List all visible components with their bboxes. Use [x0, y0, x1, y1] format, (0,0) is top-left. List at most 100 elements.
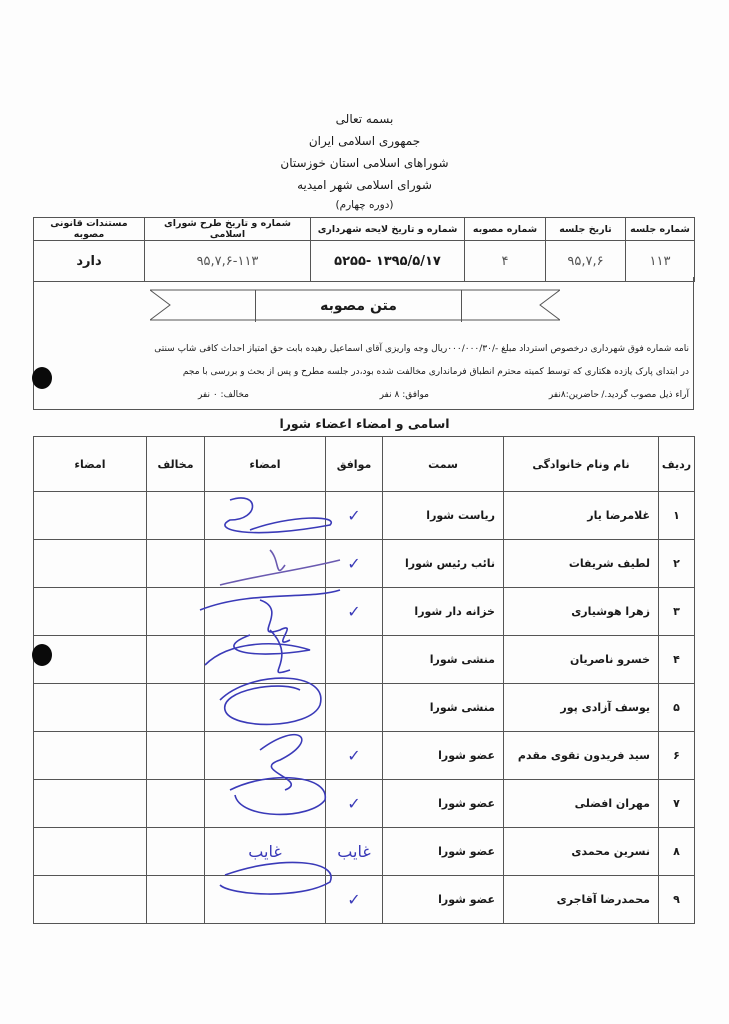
row-number: ۳: [658, 587, 695, 636]
agree-mark: ✓: [325, 875, 383, 924]
agree-mark: ✓: [325, 539, 383, 588]
member-name: یوسف آزادی پور: [503, 683, 659, 732]
member-role: عضو شورا: [382, 779, 504, 828]
th-session-date: تاریخ جلسه: [545, 217, 626, 241]
signature-cell: [204, 491, 326, 540]
signature2-cell: [33, 779, 147, 828]
agree-mark: [325, 683, 383, 732]
member-role: عضو شورا: [382, 875, 504, 924]
agree-mark: ✓: [325, 587, 383, 636]
table-row: ۹ محمدرضا آقاجری عضو شورا ✓: [33, 875, 695, 924]
signature-cell: [204, 875, 326, 924]
th-role: سمت: [382, 436, 504, 492]
present-count: حاضرین:۸نفر: [548, 390, 599, 400]
header-line: (دوره چهارم): [335, 199, 394, 211]
member-role: ریاست شورا: [382, 491, 504, 540]
resolution-no: ۴: [464, 240, 546, 282]
member-role: نائب رئیس شورا: [382, 539, 504, 588]
header-line: شورای اسلامی شهر امیدیه: [297, 178, 432, 192]
against-mark: [146, 731, 205, 780]
members-title: اسامی و امضاء اعضاء شورا: [279, 416, 450, 431]
member-role: عضو شورا: [382, 827, 504, 876]
members-table: ردیف نام ونام خانوادگی سمت موافق امضاء م…: [33, 436, 695, 924]
row-number: ۲: [658, 539, 695, 588]
agree-mark: ✓: [325, 731, 383, 780]
resolution-line: نامه شماره فوق شهرداری درخصوص استرداد مب…: [154, 344, 689, 354]
resolution-text: نامه شماره فوق شهرداری درخصوص استرداد مب…: [38, 338, 689, 407]
session-date: ۹۵,۷,۶: [545, 240, 626, 282]
signature2-cell: [33, 491, 147, 540]
member-name: مهران افضلی: [503, 779, 659, 828]
row-number: ۱: [658, 491, 695, 540]
table-row: ۷ مهران افضلی عضو شورا ✓: [33, 779, 695, 828]
row-number: ۸: [658, 827, 695, 876]
th-row: ردیف: [658, 436, 695, 492]
table-row: ۵ یوسف آزادی پور منشی شورا: [33, 683, 695, 732]
signature-cell: [204, 779, 326, 828]
th-name: نام ونام خانوادگی: [503, 436, 659, 492]
punch-hole: [32, 644, 52, 666]
signature-cell: [204, 683, 326, 732]
punch-hole: [32, 367, 52, 389]
row-number: ۹: [658, 875, 695, 924]
resolution-box: [33, 277, 694, 410]
table-row: ۳ زهرا هوشیاری خزانه دار شورا ✓: [33, 587, 695, 636]
table-row: ۲ لطیف شریفات نائب رئیس شورا ✓: [33, 539, 695, 588]
member-name: سید فریدون تقوی مقدم: [503, 731, 659, 780]
th-session-no: شماره جلسه: [625, 217, 695, 241]
agree-mark: ✓: [325, 779, 383, 828]
th-bill: شماره و تاریخ لایحه شهرداری: [310, 217, 465, 241]
resolution-line: آراء ذیل مصوب گردید./: [601, 390, 689, 400]
against-mark: [146, 539, 205, 588]
signature-cell: [204, 635, 326, 684]
legal-docs: دارد: [33, 240, 145, 282]
th-sign2: امضاء: [33, 436, 147, 492]
member-name: خسرو ناصریان: [503, 635, 659, 684]
disagree-count: مخالف: ۰ نفر: [197, 390, 249, 400]
table-row: ۸ نسرین محمدی عضو شورا غایب غایب: [33, 827, 695, 876]
signature2-cell: [33, 875, 147, 924]
against-mark: [146, 779, 205, 828]
session-table: شماره جلسه تاریخ جلسه شماره مصوبه شماره …: [33, 217, 695, 282]
plan-no-date: ۹۵,۷,۶-۱۱۳: [144, 240, 311, 282]
resolution-title: متن مصوبه: [255, 290, 462, 322]
member-role: عضو شورا: [382, 731, 504, 780]
agree-count: موافق: ۸ نفر: [379, 390, 429, 400]
th-legal-docs: مستندات قانونی مصوبه: [33, 217, 145, 241]
header-line: شوراهای اسلامی استان خوزستان: [280, 156, 449, 170]
agree-mark: [325, 635, 383, 684]
signature2-cell: [33, 827, 147, 876]
against-mark: [146, 587, 205, 636]
signature-cell: غایب: [204, 827, 326, 876]
member-role: منشی شورا: [382, 683, 504, 732]
member-name: محمدرضا آقاجری: [503, 875, 659, 924]
member-name: لطیف شریفات: [503, 539, 659, 588]
th-sign: امضاء: [204, 436, 326, 492]
table-row: ۶ سید فریدون تقوی مقدم عضو شورا ✓: [33, 731, 695, 780]
signature2-cell: [33, 731, 147, 780]
against-mark: [146, 491, 205, 540]
table-row: ۱ غلامرضا یار ریاست شورا ✓: [33, 491, 695, 540]
th-against: مخالف: [146, 436, 205, 492]
member-role: منشی شورا: [382, 635, 504, 684]
signature-cell: [204, 587, 326, 636]
member-role: خزانه دار شورا: [382, 587, 504, 636]
row-number: ۵: [658, 683, 695, 732]
signature2-cell: [33, 539, 147, 588]
th-agree: موافق: [325, 436, 383, 492]
against-mark: [146, 683, 205, 732]
banner-ribbon: [150, 289, 560, 321]
votes-line: آراء ذیل مصوب گردید./ حاضرین:۸نفر موافق:…: [38, 384, 689, 407]
header-line: جمهوری اسلامی ایران: [308, 134, 421, 148]
session-no: ۱۱۳: [625, 240, 695, 282]
table-row: ۴ خسرو ناصریان منشی شورا: [33, 635, 695, 684]
signature-cell: [204, 539, 326, 588]
agree-mark: غایب: [325, 827, 383, 876]
row-number: ۷: [658, 779, 695, 828]
member-name: زهرا هوشیاری: [503, 587, 659, 636]
row-number: ۶: [658, 731, 695, 780]
against-mark: [146, 827, 205, 876]
signature2-cell: [33, 683, 147, 732]
signature2-cell: [33, 635, 147, 684]
agree-mark: ✓: [325, 491, 383, 540]
